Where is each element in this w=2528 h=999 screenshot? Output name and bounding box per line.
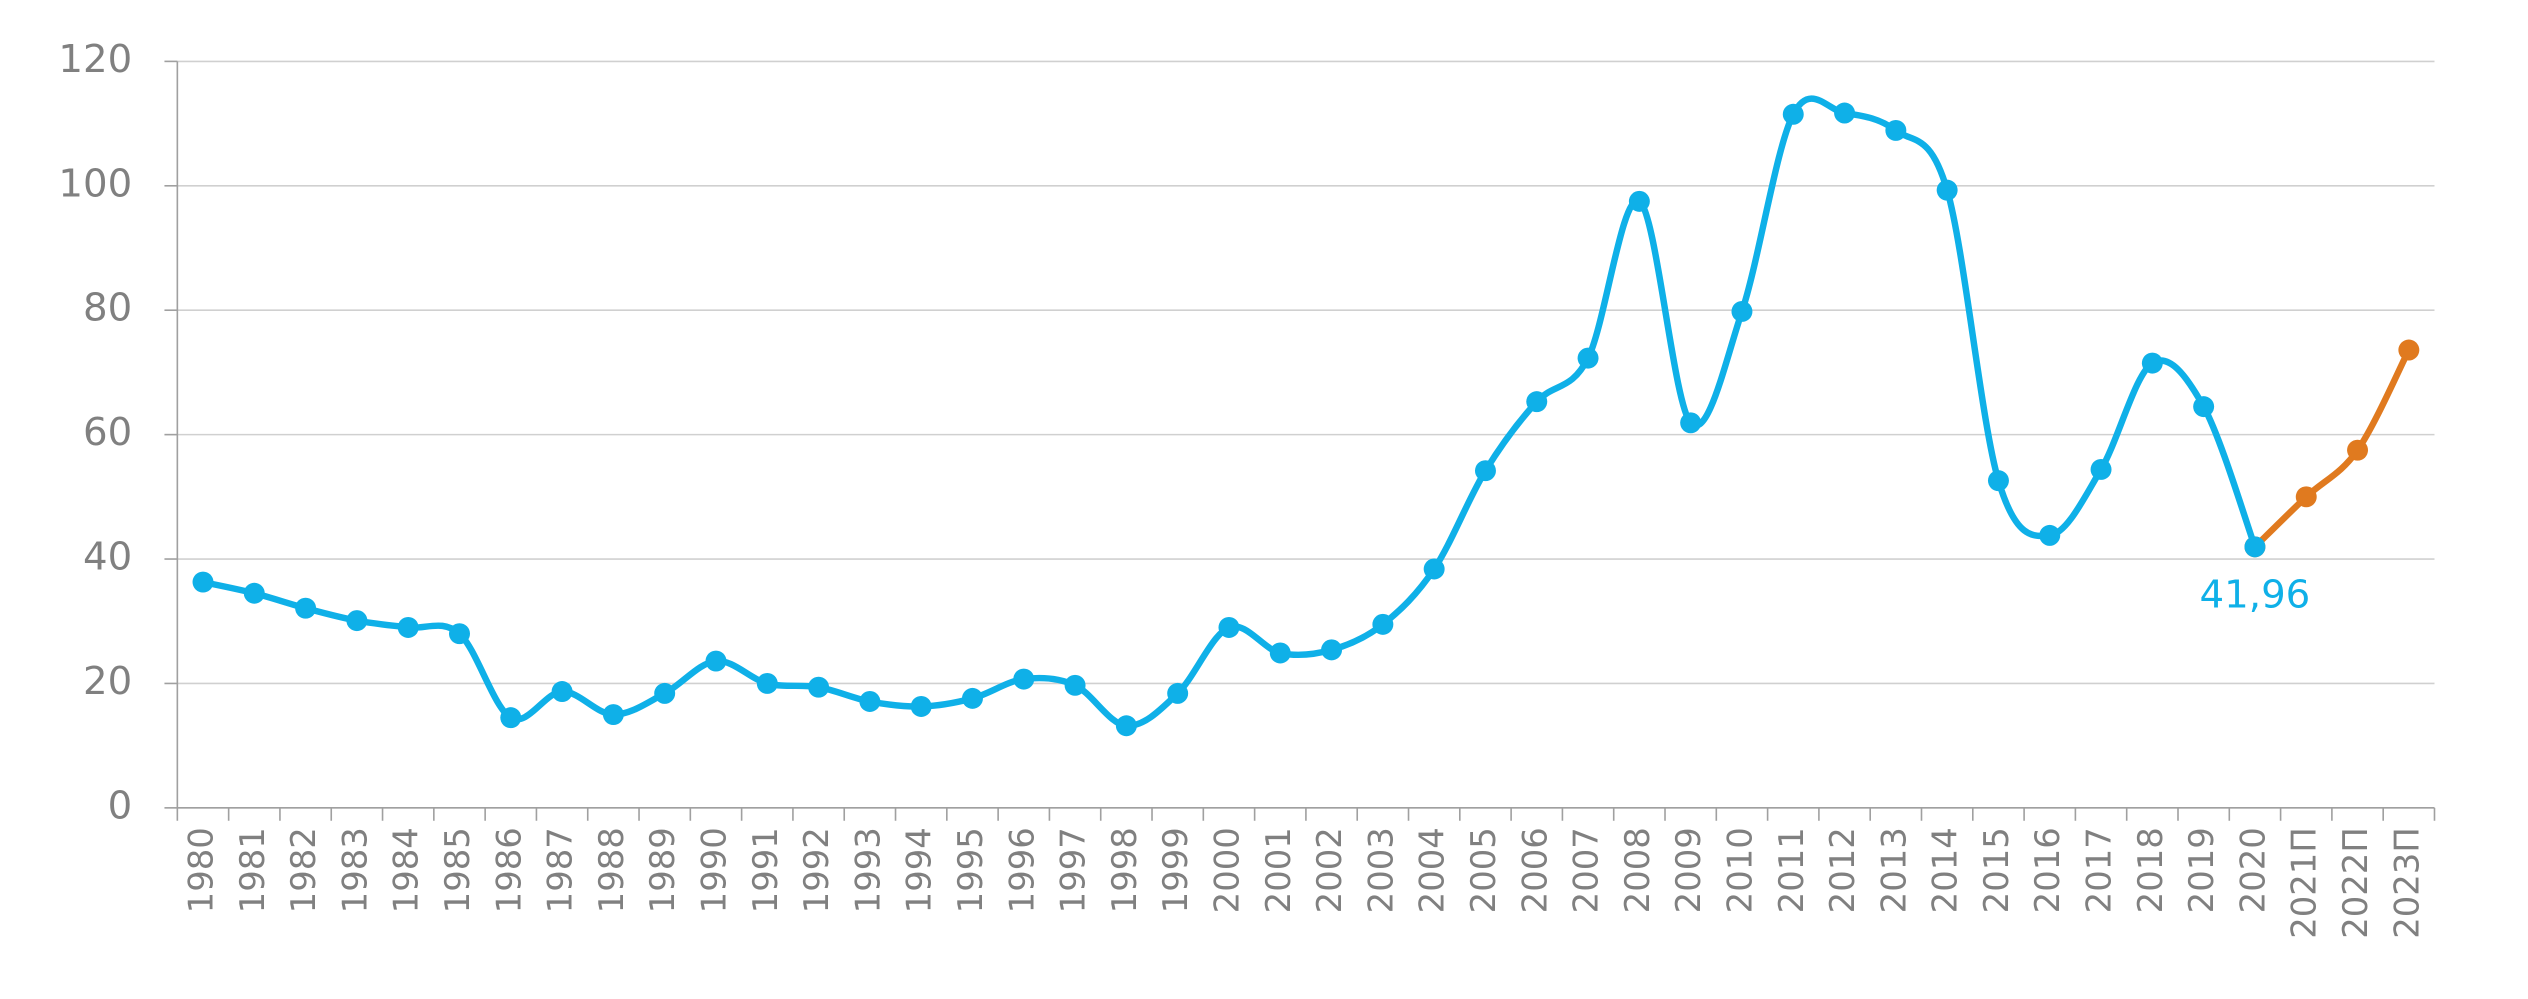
data-point bbox=[1680, 412, 1702, 434]
x-tick-label: 2009 bbox=[1669, 827, 1708, 913]
data-point bbox=[859, 691, 881, 712]
x-tick-label: 1986 bbox=[489, 827, 528, 913]
data-point bbox=[449, 623, 470, 645]
data-point bbox=[1218, 616, 1240, 638]
data-point bbox=[1372, 613, 1394, 635]
x-tick-label: 2022П bbox=[2336, 827, 2375, 939]
x-tick-label: 1999 bbox=[1156, 827, 1195, 913]
x-tick-label: 2018 bbox=[2131, 827, 2170, 913]
data-point bbox=[1731, 300, 1753, 322]
data-point bbox=[705, 650, 727, 672]
data-point bbox=[2398, 339, 2420, 361]
x-tick-label: 2008 bbox=[1618, 827, 1657, 913]
data-point bbox=[1167, 682, 1189, 704]
data-point bbox=[1834, 102, 1856, 124]
x-tick-label: 2023П bbox=[2387, 827, 2426, 939]
x-tick-label: 2016 bbox=[2028, 827, 2067, 913]
x-tick-label: 1995 bbox=[951, 827, 990, 913]
data-point bbox=[2347, 439, 2369, 461]
x-tick-label: 1980 bbox=[181, 827, 220, 913]
x-tick-label: 2014 bbox=[1926, 827, 1965, 913]
data-point bbox=[346, 610, 368, 632]
data-point bbox=[1782, 103, 1804, 125]
x-tick-label: 2005 bbox=[1464, 827, 1503, 913]
x-tick-label: 1985 bbox=[438, 827, 477, 913]
data-point bbox=[910, 695, 932, 717]
data-point bbox=[602, 704, 624, 726]
x-tick-label: 1982 bbox=[284, 827, 323, 913]
data-point bbox=[551, 681, 573, 703]
x-tick-label: 2021П bbox=[2285, 827, 2324, 939]
data-label: 41,96 bbox=[2200, 572, 2311, 617]
x-tick-label: 2017 bbox=[2080, 827, 2119, 913]
x-tick-label: 1990 bbox=[694, 827, 733, 913]
data-point bbox=[1526, 391, 1548, 413]
x-tick-label: 2013 bbox=[1874, 827, 1913, 913]
x-tick-label: 2004 bbox=[1413, 827, 1452, 913]
x-tick-label: 1988 bbox=[592, 827, 631, 913]
data-point bbox=[654, 682, 676, 704]
x-tick-label: 1993 bbox=[848, 827, 887, 913]
x-tick-label: 2019 bbox=[2182, 827, 2221, 913]
data-point bbox=[295, 597, 317, 619]
data-point bbox=[2193, 396, 2215, 418]
y-tick-label: 100 bbox=[58, 161, 132, 206]
data-point bbox=[243, 582, 265, 604]
x-tick-label: 1996 bbox=[1002, 827, 1041, 913]
x-tick-label: 2002 bbox=[1310, 827, 1349, 913]
data-point bbox=[192, 571, 214, 593]
data-point bbox=[961, 687, 983, 709]
data-point bbox=[1269, 642, 1291, 664]
x-tick-label: 1983 bbox=[335, 827, 374, 913]
data-point bbox=[2039, 524, 2061, 546]
x-tick-label: 2012 bbox=[1823, 827, 1862, 913]
x-tick-label: 2010 bbox=[1720, 827, 1759, 913]
series-line bbox=[2252, 348, 2412, 550]
x-tick-label: 2015 bbox=[1977, 827, 2016, 913]
data-point bbox=[808, 676, 830, 698]
x-tick-label: 2001 bbox=[1259, 827, 1298, 913]
x-tick-label: 1989 bbox=[643, 827, 682, 913]
x-tick-label: 1997 bbox=[1054, 827, 1093, 913]
x-tick-label: 1992 bbox=[797, 827, 836, 913]
y-tick-label: 40 bbox=[83, 535, 132, 580]
x-tick-label: 2011 bbox=[1772, 827, 1811, 913]
x-tick-label: 1981 bbox=[233, 827, 272, 913]
series-line bbox=[202, 95, 2258, 729]
data-point bbox=[1321, 639, 1343, 661]
data-point bbox=[1628, 190, 1650, 212]
data-point bbox=[2141, 352, 2163, 374]
y-tick-label: 60 bbox=[83, 410, 132, 455]
data-point bbox=[500, 707, 522, 729]
x-tick-label: 1991 bbox=[746, 827, 785, 913]
x-tick-label: 2020 bbox=[2233, 827, 2272, 913]
x-tick-label: 2000 bbox=[1207, 827, 1246, 913]
x-tick-label: 1984 bbox=[387, 827, 426, 913]
y-tick-label: 120 bbox=[58, 37, 132, 82]
data-point bbox=[756, 672, 778, 694]
data-point bbox=[2244, 536, 2266, 558]
data-point bbox=[397, 616, 419, 638]
data-point bbox=[1987, 470, 2009, 492]
x-tick-label: 2007 bbox=[1567, 827, 1606, 913]
x-tick-label: 1994 bbox=[900, 827, 939, 913]
x-tick-label: 2003 bbox=[1361, 827, 1400, 913]
y-tick-label: 0 bbox=[108, 783, 133, 828]
x-tick-label: 2006 bbox=[1515, 827, 1554, 913]
data-point bbox=[1115, 715, 1137, 737]
data-point bbox=[1474, 460, 1496, 482]
y-tick-label: 80 bbox=[83, 286, 132, 331]
x-tick-label: 1998 bbox=[1105, 827, 1144, 913]
data-point bbox=[1936, 179, 1958, 201]
y-tick-label: 20 bbox=[83, 659, 132, 704]
data-point bbox=[1064, 674, 1086, 696]
data-point bbox=[1423, 558, 1445, 580]
data-point bbox=[1577, 347, 1599, 369]
data-point bbox=[2090, 458, 2112, 480]
data-point bbox=[1013, 668, 1035, 690]
x-tick-label: 1987 bbox=[541, 827, 580, 913]
data-point bbox=[2295, 486, 2317, 508]
data-point bbox=[1885, 119, 1907, 141]
